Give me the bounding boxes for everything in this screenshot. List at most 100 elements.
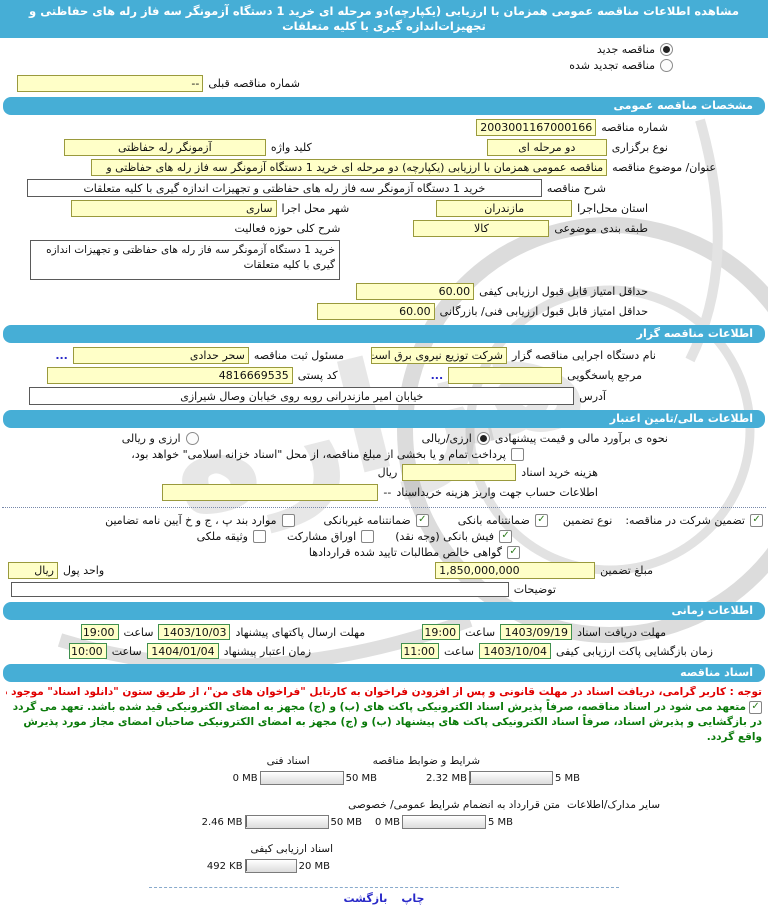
contact-reference-field[interactable] xyxy=(448,367,563,384)
back-link[interactable]: بازگشت xyxy=(343,892,388,905)
postal-code-label: کد پستی xyxy=(297,369,338,382)
net-claims-certificate-label: گواهی خالص مطالبات تایید شده قراردادها xyxy=(308,546,502,559)
guarantee-participation-label: تضمین شرکت در مناقصه: xyxy=(625,514,745,527)
category-label: طبقه بندی موضوعی xyxy=(554,222,648,235)
upload-contract-current-size: 0 MB xyxy=(374,816,400,828)
offer-validity-time-date[interactable]: 1404/01/04 xyxy=(146,643,219,659)
hour-label: ساعت xyxy=(111,644,142,658)
contact-lookup-link[interactable]: ... xyxy=(430,369,444,382)
description-label: شرح مناقصه xyxy=(546,181,606,195)
document-receipt-deadline-time[interactable]: 19:00 xyxy=(422,624,461,640)
activity-scope-field[interactable]: خرید 1 دستگاه آزمونگر سه فاز رله های حفا… xyxy=(30,240,340,280)
section-general-specs: مشخصات مناقصه عمومی xyxy=(3,97,765,115)
upload-other-docs-label: سایر مدارک/اطلاعات xyxy=(567,799,660,811)
qualitative-opening-time-label: زمان بازگشایی پاکت ارزیابی کیفی xyxy=(555,644,713,658)
print-link[interactable]: چاپ xyxy=(401,892,425,905)
envelope-submission-deadline-time[interactable]: 19:00 xyxy=(80,624,119,640)
postal-code-field[interactable]: 4816669535 xyxy=(46,367,293,384)
pledge-checkbox[interactable] xyxy=(749,700,762,714)
description-field[interactable]: خرید 1 دستگاه آزمونگر سه فاز رله های حفا… xyxy=(26,179,542,197)
min-qualitative-score-label: حداقل امتیاز قابل قبول ارزیابی کیفی xyxy=(479,285,648,298)
participation-bonds-checkbox[interactable] xyxy=(361,530,375,543)
offer-validity-time-time[interactable]: 10:00 xyxy=(68,643,107,659)
min-qualitative-score-field[interactable]: 60.00 xyxy=(356,283,475,300)
document-receipt-deadline-label: مهلت دریافت اسناد xyxy=(577,625,666,639)
document-fee-field[interactable] xyxy=(402,464,517,481)
estimate-method-label: نحوه ی برآورد مالی و قیمت پیشنهادی xyxy=(494,432,668,445)
holding-type-label: نوع برگزاری xyxy=(611,141,668,154)
section-tender-documents: اسناد مناقصه xyxy=(3,664,765,682)
keyword-label: کلید واژه xyxy=(270,141,312,154)
qualitative-opening-time-date[interactable]: 1403/10/04 xyxy=(478,643,551,659)
envelope-submission-deadline-date[interactable]: 1403/10/03 xyxy=(158,624,231,640)
notes-field[interactable] xyxy=(10,582,509,597)
hour-label: ساعت xyxy=(123,625,154,639)
regulation-clauses-checkbox[interactable] xyxy=(281,514,295,527)
property-collateral-checkbox[interactable] xyxy=(253,530,266,543)
previous-tender-number-field[interactable]: -- xyxy=(17,75,204,92)
registrar-lookup-link[interactable]: ... xyxy=(55,349,68,362)
radio-new-tender[interactable] xyxy=(660,43,673,56)
bank-guarantee-checkbox[interactable] xyxy=(534,514,548,527)
document-fee-label: هزینه خرید اسناد xyxy=(521,466,598,479)
electronic-signature-pledge: متعهد می شود در اسناد مناقصه، صرفاً پذیر… xyxy=(6,700,762,745)
participation-bonds-label: اوراق مشارکت xyxy=(287,530,357,543)
section-financial-info: اطلاعات مالی/تامین اعتبار xyxy=(3,410,765,428)
upload-qualitative-progressbar[interactable] xyxy=(244,859,297,873)
radio-mixed-currency[interactable] xyxy=(185,432,199,445)
radio-renewed-tender[interactable] xyxy=(660,59,673,72)
hour-label: ساعت xyxy=(444,644,474,658)
registrar-field[interactable]: سحر حدادی xyxy=(72,347,249,364)
hour-label: ساعت xyxy=(465,625,496,639)
upload-technical-progressbar[interactable] xyxy=(259,771,344,785)
city-label: شهر محل اجرا xyxy=(281,202,350,215)
nonbank-guarantee-checkbox[interactable] xyxy=(415,514,429,527)
upload-qualitative-progress: 492 KB 20 MB xyxy=(207,859,330,873)
holding-type-field[interactable]: دو مرحله ای xyxy=(486,139,607,156)
city-field[interactable]: ساری xyxy=(70,200,277,217)
deposit-account-field[interactable] xyxy=(162,484,379,501)
upload-technical-current-size: 0 MB xyxy=(232,772,258,784)
upload-terms-max-size: 5 MB xyxy=(554,772,580,784)
document-receipt-deadline-date[interactable]: 1403/09/19 xyxy=(500,624,573,640)
agency-name-field[interactable]: شرکت توزیع نیروی برق است xyxy=(371,347,508,364)
upload-other-docs-max-size: 50 MB xyxy=(330,816,362,828)
contact-reference-label: مرجع پاسخگویی xyxy=(567,369,642,382)
section-tenderer-info: اطلاعات مناقصه گزار xyxy=(3,325,765,343)
cash-receipt-label: فیش بانکی (وجه نقد) xyxy=(395,530,494,543)
upload-contract-progress: 0 MB 5 MB xyxy=(375,815,513,829)
keyword-field[interactable]: آزمونگر رله حفاظتی xyxy=(63,139,266,156)
page-title: مشاهده اطلاعات مناقصه عمومی همزمان با ار… xyxy=(0,0,768,38)
property-collateral-label: وثیقه ملکی xyxy=(196,530,248,543)
cash-receipt-checkbox[interactable] xyxy=(499,530,512,543)
min-technical-score-field[interactable]: 60.00 xyxy=(316,303,435,320)
province-field[interactable]: مازندران xyxy=(436,200,573,217)
address-label: آدرس xyxy=(579,389,606,403)
category-field[interactable]: کالا xyxy=(413,220,550,237)
tender-number-field[interactable]: 2003001167000166 xyxy=(476,119,597,136)
previous-tender-number-label: شماره مناقصه قبلی xyxy=(208,77,300,90)
upload-other-docs-progressbar[interactable] xyxy=(244,815,329,829)
qualitative-opening-time-time[interactable]: 11:00 xyxy=(401,643,440,659)
currency-unit-label: واحد پول xyxy=(63,564,105,577)
subject-field[interactable]: مناقصه عمومی همزمان با ارزیابی (یکپارچه)… xyxy=(91,159,608,176)
upload-terms-progressbar[interactable] xyxy=(468,771,553,785)
currency-unit-field[interactable]: ریال xyxy=(8,562,58,579)
notes-label: توضیحات xyxy=(513,583,556,596)
agency-name-label: نام دستگاه اجرایی مناقصه گزار xyxy=(512,349,656,362)
upload-contract-label: متن قرارداد به انضمام شرایط عمومی/ خصوصی xyxy=(348,799,560,811)
deposit-account-label: اطلاعات حساب جهت واریز هزینه خریداسناد xyxy=(396,486,598,499)
address-field[interactable]: خیابان امیر مازندرانی روبه روی خیابان وص… xyxy=(29,387,575,405)
nonbank-guarantee-label: ضمانتنامه غیربانکی xyxy=(323,514,411,527)
upload-contract-progressbar[interactable] xyxy=(401,815,486,829)
upload-terms-label: شرایط و ضوابط مناقصه xyxy=(372,755,480,767)
upload-terms-progress: 2.32 MB 5 MB xyxy=(426,771,580,785)
guarantee-participation-checkbox[interactable] xyxy=(750,514,763,527)
net-claims-certificate-checkbox[interactable] xyxy=(507,546,520,559)
registrar-label: مسئول ثبت مناقصه xyxy=(253,349,345,362)
guarantee-amount-field[interactable]: 1,850,000,000 xyxy=(435,562,596,579)
upload-qualitative-label: اسناد ارزیابی کیفی xyxy=(250,843,333,855)
treasury-documents-label: پرداخت تمام و یا بخشی از مبلغ مناقصه، از… xyxy=(131,448,506,461)
treasury-documents-checkbox[interactable] xyxy=(511,448,524,461)
radio-rial-currency[interactable] xyxy=(476,432,490,445)
